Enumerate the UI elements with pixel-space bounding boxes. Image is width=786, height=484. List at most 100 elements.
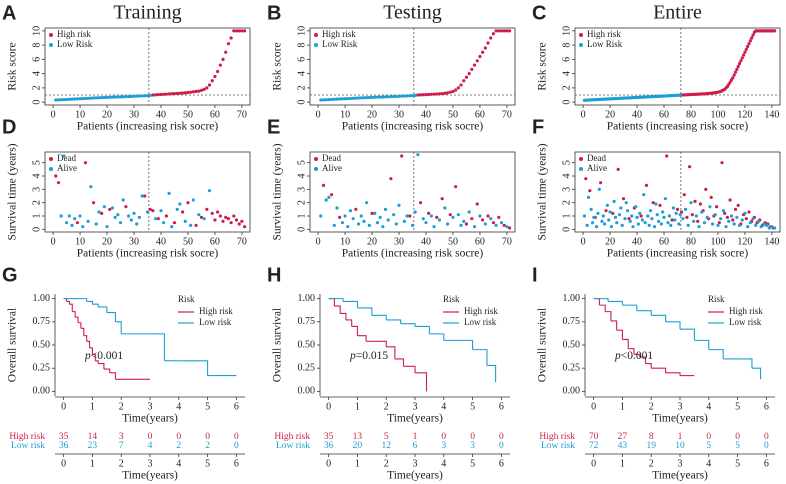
- point: [678, 93, 682, 97]
- point: [170, 225, 174, 229]
- survival-step: [633, 353, 641, 358]
- survival-step: [665, 372, 681, 376]
- point: [743, 50, 747, 54]
- legend-label: Low Risk: [57, 39, 93, 49]
- point: [617, 213, 622, 217]
- point: [483, 46, 487, 50]
- x-tick-label: 70: [237, 236, 247, 247]
- survival-step: [415, 325, 430, 334]
- point: [631, 225, 635, 229]
- point: [616, 167, 620, 171]
- point: [448, 213, 452, 217]
- point: [744, 47, 748, 51]
- point: [717, 221, 721, 225]
- point: [356, 96, 361, 100]
- point: [659, 222, 663, 226]
- legend-marker: [314, 167, 318, 171]
- survival-step: [86, 340, 91, 348]
- point: [413, 93, 417, 97]
- legend-marker: [49, 167, 53, 171]
- panel-letter: A: [2, 2, 16, 24]
- y-tick-label: 8: [296, 43, 307, 48]
- plot-frame: [44, 27, 251, 106]
- point: [746, 44, 750, 49]
- point: [140, 94, 144, 98]
- point: [73, 97, 77, 101]
- point: [116, 213, 120, 217]
- point: [229, 221, 233, 225]
- point: [232, 29, 236, 33]
- x-axis-label: Patients (increasing risk socre): [77, 121, 219, 133]
- plot-frame: [44, 151, 251, 233]
- survival-step: [622, 304, 638, 311]
- risk-table-tick-label: 3: [413, 458, 418, 469]
- risk-table-tick-label: 6: [764, 458, 769, 469]
- risk-table-cell: 0: [148, 432, 153, 442]
- y-tick-label: 4: [31, 174, 42, 179]
- x-tick-label: 50: [448, 236, 458, 247]
- point: [599, 181, 603, 185]
- risk-table-tick-label: 1: [90, 458, 95, 469]
- point: [97, 210, 101, 214]
- point: [710, 222, 715, 226]
- point: [445, 91, 450, 95]
- point: [362, 219, 366, 223]
- point: [408, 214, 412, 218]
- point: [348, 209, 353, 213]
- risk-table-cell: 3: [441, 441, 446, 451]
- y-axis-label: Risk score: [7, 42, 19, 90]
- risk-table-cell: 5: [735, 441, 740, 451]
- point: [596, 211, 600, 215]
- risk-table-cell: 20: [353, 441, 363, 451]
- point: [151, 209, 155, 213]
- survival-step: [636, 310, 652, 316]
- y-tick-label: 10: [31, 26, 42, 36]
- survival-step: [639, 356, 647, 364]
- x-tick-label: 2: [649, 401, 654, 412]
- point: [153, 217, 158, 221]
- x-tick-label: 2: [384, 401, 389, 412]
- point: [410, 93, 415, 98]
- point: [470, 217, 474, 221]
- point: [348, 96, 353, 101]
- risk-table-tick-label: 4: [706, 458, 711, 469]
- y-tick-label: 0.50: [563, 339, 581, 350]
- point: [346, 225, 350, 229]
- point: [118, 95, 123, 99]
- point: [627, 217, 631, 221]
- point: [359, 214, 363, 218]
- point: [715, 205, 719, 209]
- point: [397, 203, 401, 207]
- survival-step: [357, 307, 373, 316]
- x-tick-label: 60: [210, 109, 220, 120]
- point: [127, 214, 131, 218]
- point: [725, 215, 730, 219]
- y-tick-label: 5: [561, 160, 572, 165]
- point: [373, 95, 377, 99]
- risk-table-tick-label: 2: [649, 458, 654, 469]
- x-axis-label: Patients (increasing risk socre): [342, 248, 484, 260]
- survival-step: [605, 311, 612, 321]
- point: [137, 94, 142, 98]
- survival-step: [593, 298, 609, 302]
- y-tick-label: 4: [296, 71, 307, 76]
- point: [162, 92, 166, 96]
- point: [205, 86, 209, 90]
- point: [666, 221, 670, 225]
- point: [108, 207, 112, 211]
- survival-step: [374, 340, 387, 347]
- risk-table-cell: 3: [470, 441, 475, 451]
- survival-step: [98, 306, 108, 313]
- legend-label: High risk: [199, 306, 233, 316]
- risk-table-x-label: Time(years): [652, 470, 708, 482]
- point: [405, 94, 409, 98]
- point: [394, 222, 398, 226]
- point: [491, 32, 496, 36]
- point: [736, 203, 740, 207]
- point: [454, 185, 458, 189]
- point: [183, 219, 187, 223]
- point: [440, 91, 444, 96]
- point: [221, 57, 225, 61]
- point: [413, 210, 417, 214]
- y-tick-label: 6: [296, 57, 307, 62]
